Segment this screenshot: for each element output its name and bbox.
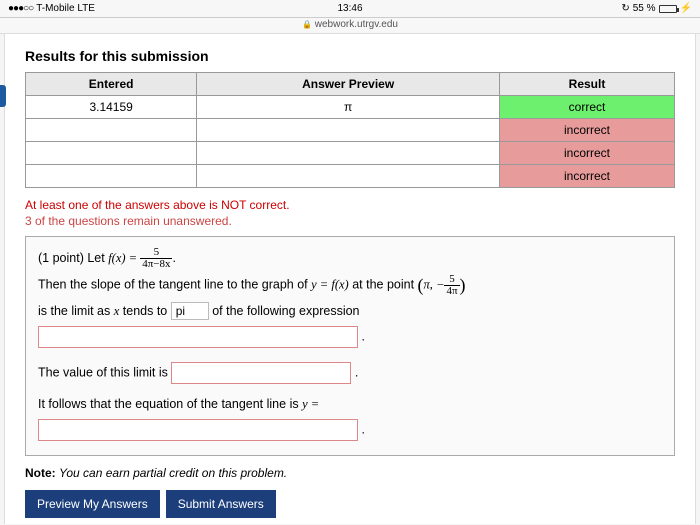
results-heading: Results for this submission bbox=[25, 48, 675, 64]
eq-y: y = bbox=[302, 397, 319, 411]
text-3b: tends to bbox=[123, 304, 171, 318]
cell-result: incorrect bbox=[500, 119, 675, 142]
cell-entered bbox=[26, 142, 197, 165]
frac1-den: 4π−8x bbox=[140, 259, 172, 270]
clock: 13:46 bbox=[236, 3, 464, 14]
func-lhs: f(x) = bbox=[108, 251, 140, 265]
url-bar[interactable]: 🔒 webwork.utrgv.edu bbox=[0, 18, 700, 34]
expression-input[interactable] bbox=[38, 326, 358, 348]
paren-close: ) bbox=[460, 275, 466, 295]
cell-preview bbox=[197, 119, 500, 142]
eq-yfx: y = f(x) bbox=[311, 278, 349, 292]
problem-line5: It follows that the equation of the tang… bbox=[38, 394, 662, 415]
cell-entered: 3.14159 bbox=[26, 96, 197, 119]
col-entered: Entered bbox=[26, 73, 197, 96]
battery-icon bbox=[659, 5, 677, 13]
point-frac: 54π bbox=[444, 274, 459, 297]
points-label: (1 point) Let bbox=[38, 251, 108, 265]
period-1: . bbox=[361, 329, 364, 343]
note-label: Note: bbox=[25, 466, 56, 480]
cell-entered bbox=[26, 119, 197, 142]
cell-preview bbox=[197, 165, 500, 188]
col-preview: Answer Preview bbox=[197, 73, 500, 96]
button-row: Preview My Answers Submit Answers bbox=[25, 490, 675, 518]
limit-value-input[interactable] bbox=[171, 362, 351, 384]
table-row: incorrect bbox=[26, 165, 675, 188]
problem-line3: is the limit as x tends to of the follow… bbox=[38, 301, 662, 322]
charging-icon: ⚡ bbox=[680, 3, 692, 14]
warning-unanswered: 3 of the questions remain unanswered. bbox=[25, 214, 675, 228]
text-3a: is the limit as bbox=[38, 304, 114, 318]
table-header-row: Entered Answer Preview Result bbox=[26, 73, 675, 96]
cell-result: incorrect bbox=[500, 165, 675, 188]
point-a: π, − bbox=[424, 278, 445, 292]
problem-line4: The value of this limit is . bbox=[38, 358, 662, 388]
cell-entered bbox=[26, 165, 197, 188]
status-bar: ●●●○○ T-Mobile LTE 13:46 ↻ 55 % ⚡ bbox=[0, 0, 700, 18]
text-2b: at the point bbox=[352, 278, 417, 292]
cell-result: incorrect bbox=[500, 142, 675, 165]
signal-dots-icon: ●●●○○ bbox=[8, 3, 33, 14]
table-row: incorrect bbox=[26, 142, 675, 165]
note: Note: You can earn partial credit on thi… bbox=[25, 466, 675, 480]
text-2a: Then the slope of the tangent line to th… bbox=[38, 278, 311, 292]
cell-preview bbox=[197, 142, 500, 165]
problem-box: (1 point) Let f(x) = 5 4π−8x . Then the … bbox=[25, 236, 675, 456]
table-row: incorrect bbox=[26, 119, 675, 142]
limit-point-input[interactable] bbox=[171, 302, 209, 320]
period-2: . bbox=[355, 365, 358, 379]
lock-icon: 🔒 bbox=[302, 20, 312, 29]
pt-num: 5 bbox=[444, 274, 459, 286]
cell-result: correct bbox=[500, 96, 675, 119]
text-3c: of the following expression bbox=[212, 304, 359, 318]
table-row: 3.14159πcorrect bbox=[26, 96, 675, 119]
x-var: x bbox=[114, 304, 120, 318]
fraction-1: 5 4π−8x bbox=[140, 247, 172, 270]
warning-incorrect: At least one of the answers above is NOT… bbox=[25, 198, 675, 212]
carrier-label: T-Mobile LTE bbox=[36, 3, 95, 14]
answer-row-1: . bbox=[38, 322, 662, 352]
refresh-icon: ↻ bbox=[621, 3, 629, 14]
problem-line1: (1 point) Let f(x) = 5 4π−8x . bbox=[38, 247, 662, 270]
page-content: Results for this submission Entered Answ… bbox=[4, 34, 696, 524]
text-4: The value of this limit is bbox=[38, 365, 171, 379]
submit-answers-button[interactable]: Submit Answers bbox=[166, 490, 276, 518]
battery-pct: 55 % bbox=[633, 3, 656, 14]
pt-den: 4π bbox=[444, 286, 459, 297]
tangent-line-input[interactable] bbox=[38, 419, 358, 441]
note-text: You can earn partial credit on this prob… bbox=[59, 466, 287, 480]
status-left: ●●●○○ T-Mobile LTE bbox=[8, 3, 236, 14]
cell-preview: π bbox=[197, 96, 500, 119]
answer-row-3: . bbox=[38, 415, 662, 445]
text-5a: It follows that the equation of the tang… bbox=[38, 397, 302, 411]
preview-answers-button[interactable]: Preview My Answers bbox=[25, 490, 160, 518]
period: . bbox=[172, 251, 175, 265]
col-result: Result bbox=[500, 73, 675, 96]
url-text: webwork.utrgv.edu bbox=[315, 19, 398, 30]
problem-line2: Then the slope of the tangent line to th… bbox=[38, 270, 662, 301]
results-table: Entered Answer Preview Result 3.14159πco… bbox=[25, 72, 675, 188]
side-tab[interactable] bbox=[0, 85, 6, 107]
status-right: ↻ 55 % ⚡ bbox=[464, 3, 692, 14]
period-3: . bbox=[361, 422, 364, 436]
